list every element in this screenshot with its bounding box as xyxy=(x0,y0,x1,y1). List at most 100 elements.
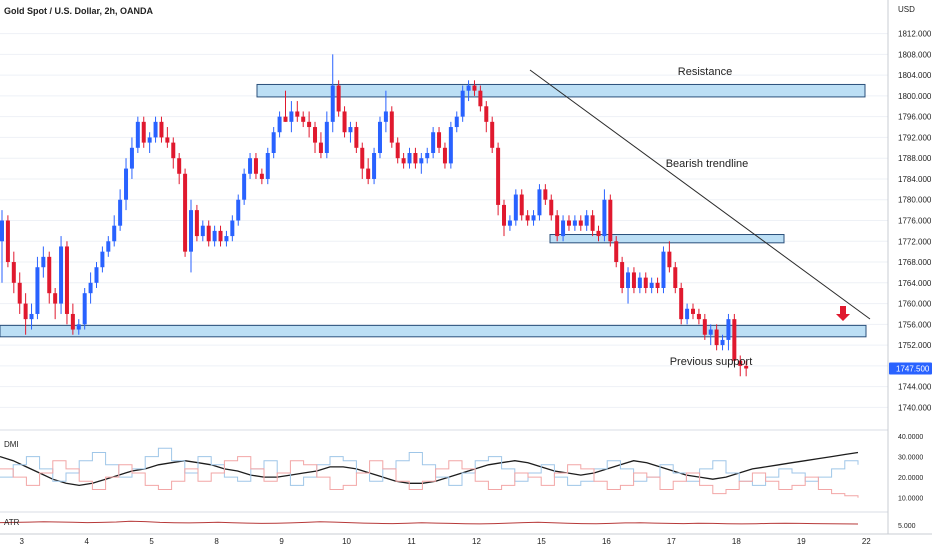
candle[interactable] xyxy=(153,121,158,138)
candle[interactable] xyxy=(637,277,642,288)
candle[interactable] xyxy=(307,121,312,128)
candle[interactable] xyxy=(64,246,69,314)
candle[interactable] xyxy=(289,111,294,122)
candle[interactable] xyxy=(561,220,566,237)
candle[interactable] xyxy=(720,339,725,346)
candle[interactable] xyxy=(141,121,146,143)
candle[interactable] xyxy=(183,173,188,252)
candles-layer[interactable] xyxy=(0,54,749,377)
candle[interactable] xyxy=(696,313,701,320)
candle[interactable] xyxy=(407,153,412,164)
candle[interactable] xyxy=(389,111,394,143)
mid-support-zone[interactable] xyxy=(549,234,785,244)
candle[interactable] xyxy=(159,121,164,138)
candle[interactable] xyxy=(100,251,105,268)
candle[interactable] xyxy=(218,230,223,242)
candle[interactable] xyxy=(454,116,459,128)
time-axis[interactable]: 3 4 5 8 9 10 11 12 15 16 17 18 19 22 xyxy=(19,537,871,546)
candle[interactable] xyxy=(259,173,264,179)
candle[interactable] xyxy=(295,111,300,117)
candle[interactable] xyxy=(147,137,152,143)
candle[interactable] xyxy=(324,121,329,153)
candle[interactable] xyxy=(425,153,430,159)
candle[interactable] xyxy=(354,127,359,148)
candle[interactable] xyxy=(691,308,696,314)
candle[interactable] xyxy=(584,215,589,226)
candle[interactable] xyxy=(47,256,52,294)
candle[interactable] xyxy=(76,324,81,330)
candle[interactable] xyxy=(330,85,335,122)
atr-pane[interactable] xyxy=(0,520,859,525)
candle[interactable] xyxy=(17,282,22,304)
candle[interactable] xyxy=(301,116,306,122)
candle[interactable] xyxy=(578,220,583,226)
candle[interactable] xyxy=(738,360,743,366)
candle[interactable] xyxy=(437,132,442,148)
candle[interactable] xyxy=(177,158,182,174)
candle[interactable] xyxy=(643,277,648,288)
candle[interactable] xyxy=(502,204,507,226)
candle[interactable] xyxy=(360,147,365,169)
candle[interactable] xyxy=(5,220,10,263)
candle[interactable] xyxy=(472,85,477,91)
candle[interactable] xyxy=(265,153,270,179)
candle[interactable] xyxy=(496,147,501,205)
candle[interactable] xyxy=(11,262,16,283)
candle[interactable] xyxy=(206,225,211,242)
candle[interactable] xyxy=(377,121,382,153)
candle[interactable] xyxy=(53,293,58,304)
candle[interactable] xyxy=(549,199,554,216)
candle[interactable] xyxy=(620,262,625,288)
candle[interactable] xyxy=(519,194,524,216)
candle[interactable] xyxy=(537,189,542,216)
candle[interactable] xyxy=(679,288,684,320)
candle[interactable] xyxy=(543,189,548,200)
candle[interactable] xyxy=(744,365,749,369)
candle[interactable] xyxy=(484,106,489,122)
candle[interactable] xyxy=(513,194,518,221)
candle[interactable] xyxy=(702,319,707,335)
candle[interactable] xyxy=(442,147,447,164)
candle[interactable] xyxy=(525,215,530,221)
candle[interactable] xyxy=(732,319,737,361)
candle[interactable] xyxy=(572,220,577,226)
candle[interactable] xyxy=(313,127,318,143)
candle[interactable] xyxy=(171,142,176,159)
candle[interactable] xyxy=(82,293,87,325)
candle[interactable] xyxy=(490,121,495,148)
candle[interactable] xyxy=(253,158,258,174)
candle[interactable] xyxy=(401,158,406,164)
candle[interactable] xyxy=(230,220,235,237)
candle[interactable] xyxy=(224,236,229,242)
candle[interactable] xyxy=(555,215,560,237)
candle[interactable] xyxy=(35,267,40,314)
candle[interactable] xyxy=(236,199,241,221)
candle[interactable] xyxy=(655,282,660,288)
candle[interactable] xyxy=(661,251,666,288)
candle[interactable] xyxy=(649,282,654,288)
candle[interactable] xyxy=(129,147,134,169)
candle[interactable] xyxy=(366,168,371,179)
price-axis[interactable]: 1740.0001744.0001748.0001752.0001756.000… xyxy=(898,30,932,413)
candle[interactable] xyxy=(395,142,400,159)
candle[interactable] xyxy=(413,153,418,164)
candle[interactable] xyxy=(135,121,140,148)
candle[interactable] xyxy=(23,303,28,320)
candle[interactable] xyxy=(602,199,607,237)
candle[interactable] xyxy=(318,142,323,153)
candle[interactable] xyxy=(59,246,64,304)
dmi-pane[interactable] xyxy=(0,447,859,498)
candle[interactable] xyxy=(448,127,453,164)
candle[interactable] xyxy=(242,173,247,200)
candle[interactable] xyxy=(0,220,4,242)
candle[interactable] xyxy=(88,282,93,294)
candle[interactable] xyxy=(685,308,690,320)
candle[interactable] xyxy=(277,116,282,133)
candle[interactable] xyxy=(212,230,217,242)
candle[interactable] xyxy=(566,220,571,226)
candle[interactable] xyxy=(667,251,672,268)
candle[interactable] xyxy=(419,158,424,164)
candle[interactable] xyxy=(478,90,483,107)
candle[interactable] xyxy=(165,137,170,143)
candle[interactable] xyxy=(112,225,117,242)
